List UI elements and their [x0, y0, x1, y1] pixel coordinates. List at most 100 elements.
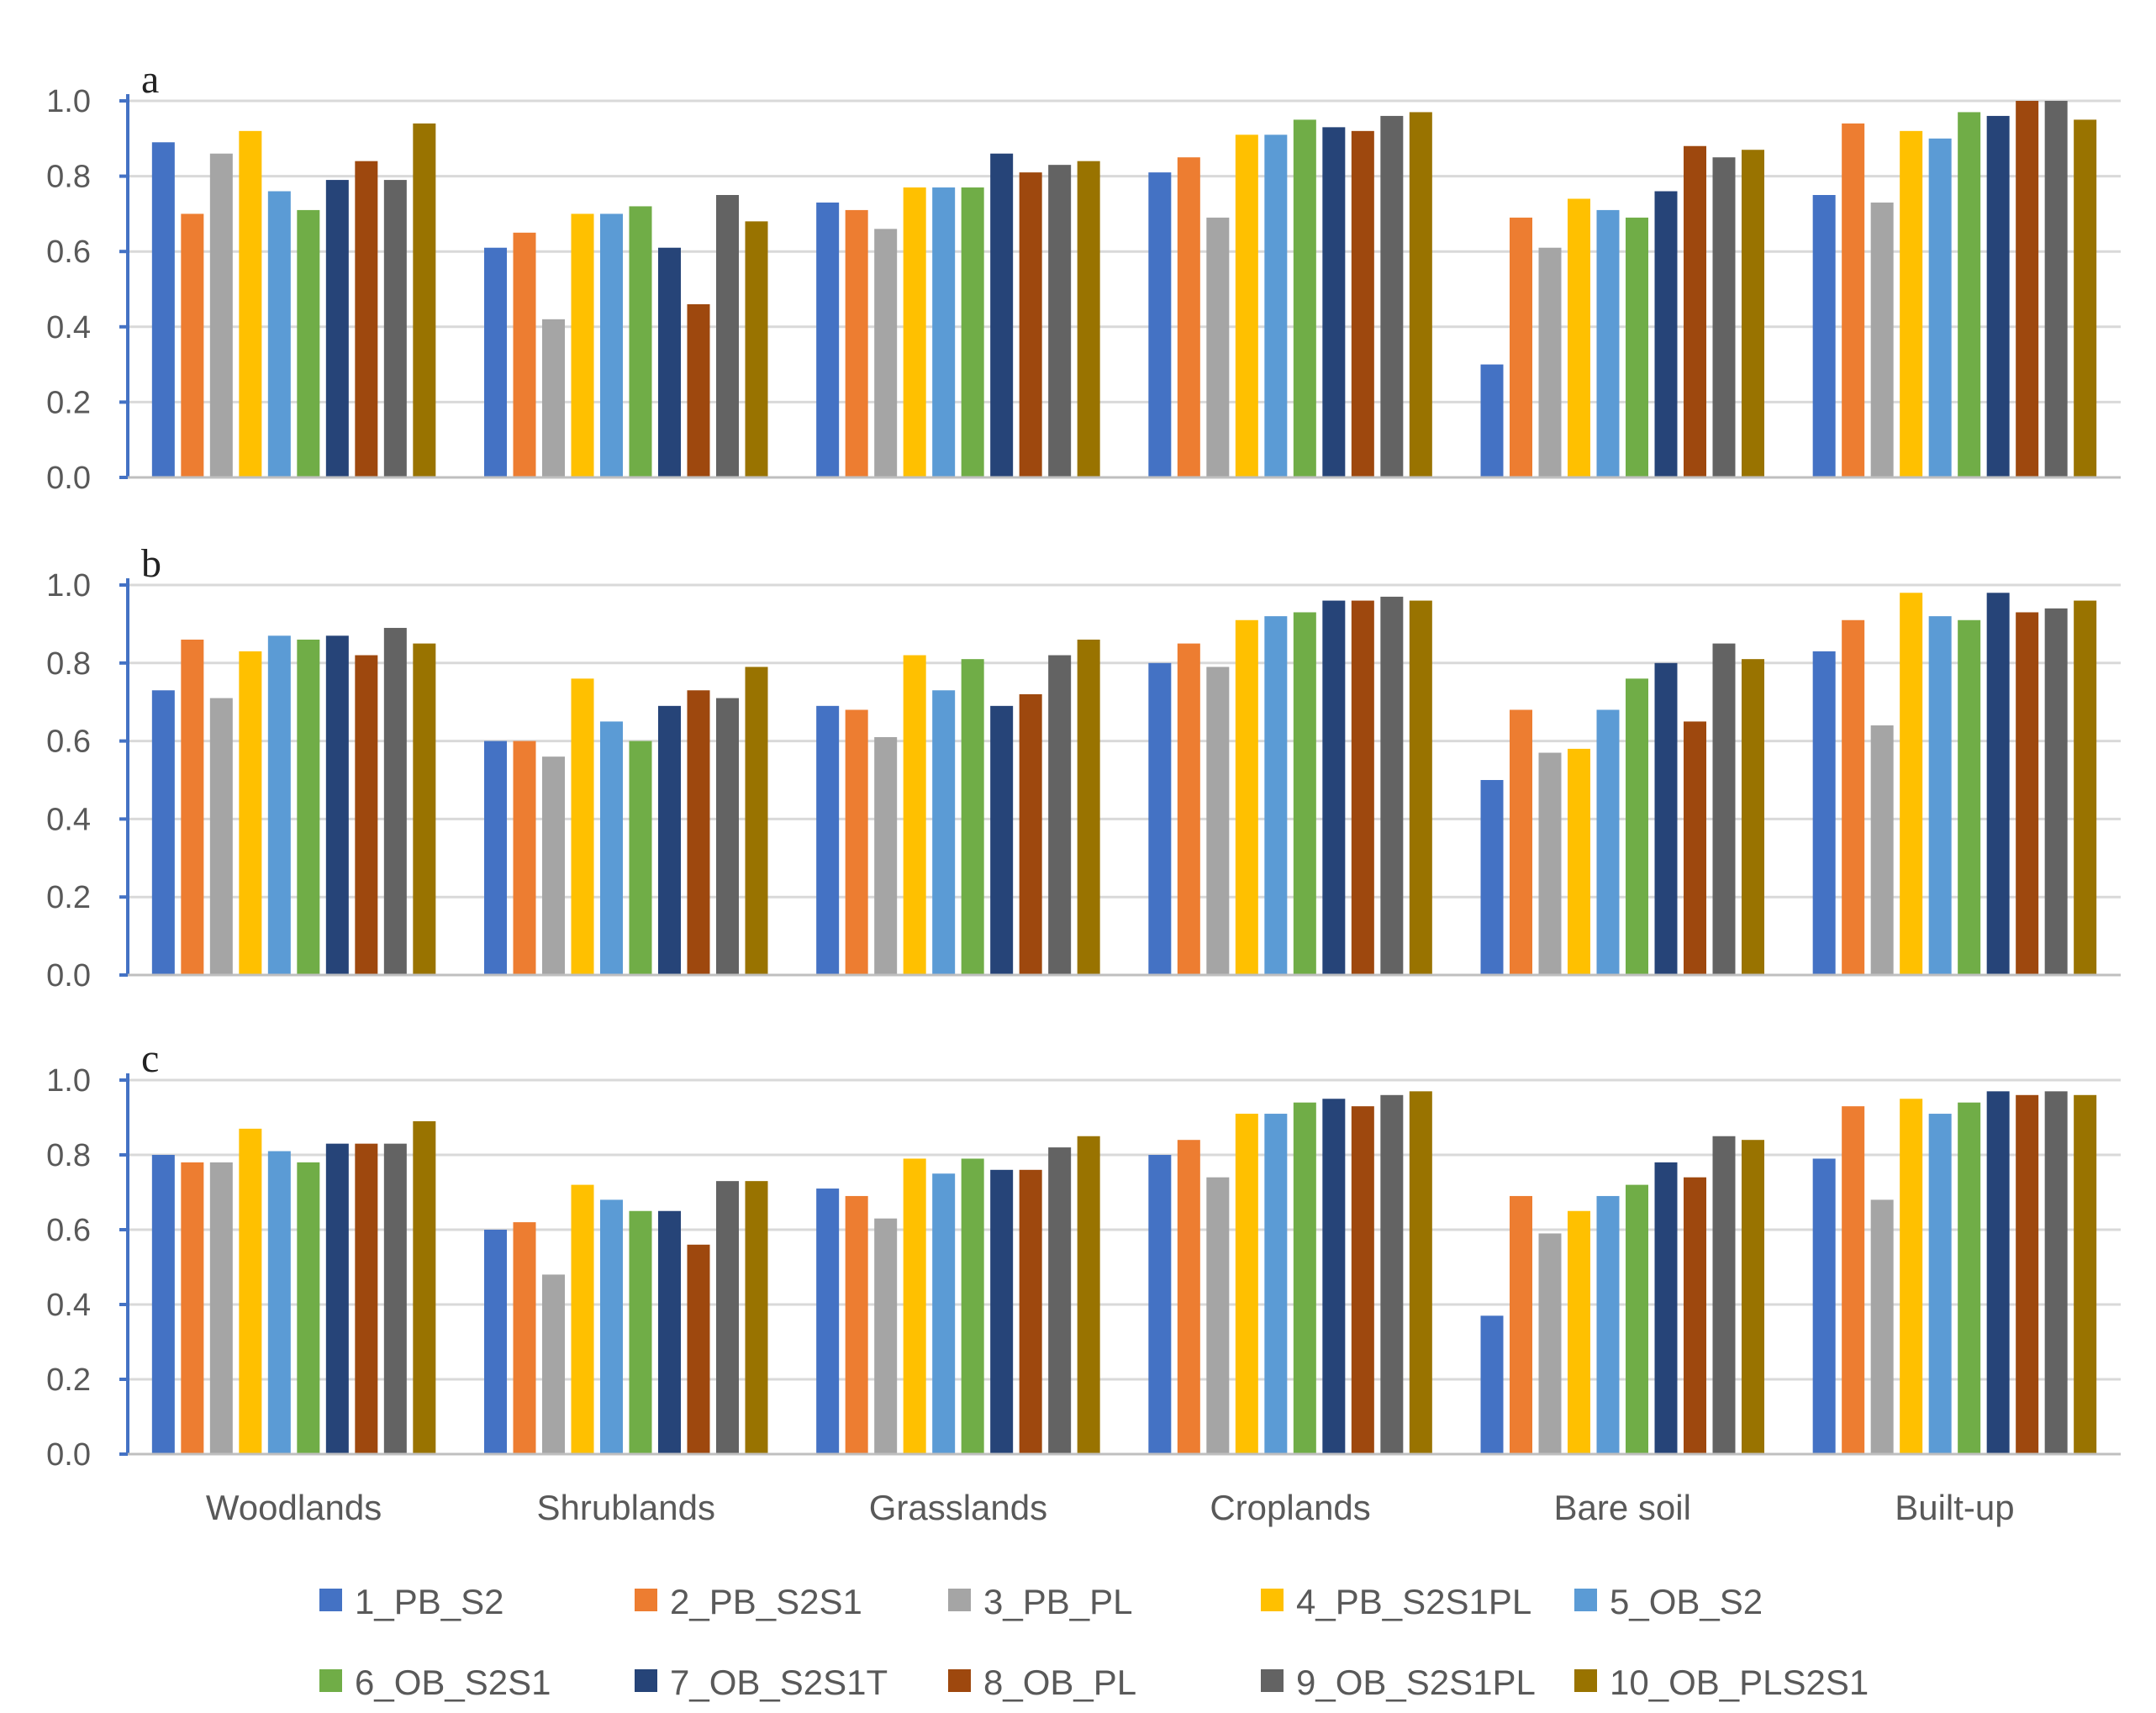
x-tick-label-croplands: Croplands	[1210, 1488, 1370, 1527]
bar-b-built-up-2_PB_S2S1	[1842, 619, 1865, 975]
bar-b-croplands-7_OB_S2S1T	[1322, 600, 1346, 975]
y-tick-label-c-1.0: 1.0	[46, 1063, 91, 1099]
bar-b-woodlands-8_OB_PL	[355, 655, 378, 975]
bar-b-grasslands-1_PB_S2	[816, 705, 840, 975]
bar-c-built-up-6_OB_S2S1	[1958, 1102, 1981, 1454]
bar-a-woodlands-6_OB_S2S1	[297, 209, 320, 478]
bar-b-shrublands-10_OB_PLS2S1	[745, 667, 768, 975]
x-tick-label-bare-soil: Bare soil	[1554, 1488, 1691, 1527]
bar-a-grasslands-2_PB_S2S1	[845, 209, 868, 478]
y-tick-label-b-0.6: 0.6	[46, 725, 91, 760]
y-tick-label-b-1.0: 1.0	[46, 568, 91, 604]
bar-a-shrublands-7_OB_S2S1T	[658, 247, 681, 477]
bar-b-shrublands-9_OB_S2S1PL	[716, 698, 739, 975]
bar-b-bare-soil-2_PB_S2S1	[1510, 709, 1532, 975]
bar-c-built-up-8_OB_PL	[2016, 1094, 2039, 1454]
bar-a-built-up-7_OB_S2S1T	[1986, 115, 2010, 478]
bar-a-bare-soil-7_OB_S2S1T	[1654, 191, 1678, 477]
bar-c-woodlands-3_PB_PL	[209, 1162, 233, 1454]
bar-c-croplands-1_PB_S2	[1148, 1155, 1172, 1454]
bar-b-shrublands-5_OB_S2	[600, 721, 623, 975]
bar-c-shrublands-6_OB_S2S1	[629, 1210, 652, 1454]
bar-c-grasslands-3_PB_PL	[874, 1218, 898, 1454]
bar-a-shrublands-3_PB_PL	[542, 319, 565, 477]
bar-a-bare-soil-10_OB_PLS2S1	[1742, 150, 1764, 478]
bar-b-built-up-10_OB_PLS2S1	[2074, 600, 2097, 975]
bar-a-grasslands-5_OB_S2	[932, 187, 956, 478]
bar-c-grasslands-6_OB_S2S1	[961, 1158, 984, 1454]
bar-c-grasslands-1_PB_S2	[816, 1189, 840, 1454]
bar-c-croplands-8_OB_PL	[1351, 1106, 1374, 1454]
bar-b-built-up-5_OB_S2	[1928, 616, 1952, 975]
legend-swatch-9_OB_S2S1PL	[1261, 1669, 1284, 1692]
bar-a-croplands-3_PB_PL	[1206, 217, 1230, 477]
y-tick-label-c-0.0: 0.0	[46, 1437, 91, 1473]
bar-b-grasslands-6_OB_S2S1	[961, 659, 984, 975]
bar-c-grasslands-5_OB_S2	[932, 1173, 956, 1454]
bar-c-woodlands-5_OB_S2	[267, 1151, 291, 1454]
y-tick-label-b-0.4: 0.4	[46, 802, 91, 837]
bar-a-bare-soil-4_PB_S2S1PL	[1568, 198, 1590, 478]
bar-c-woodlands-6_OB_S2S1	[297, 1162, 320, 1454]
legend-swatch-10_OB_PLS2S1	[1574, 1669, 1597, 1692]
bar-a-woodlands-8_OB_PL	[355, 161, 378, 477]
bar-c-bare-soil-8_OB_PL	[1684, 1177, 1706, 1454]
bar-b-bare-soil-7_OB_S2S1T	[1654, 662, 1678, 975]
bar-b-woodlands-6_OB_S2S1	[297, 639, 320, 975]
bar-c-woodlands-4_PB_S2S1PL	[239, 1128, 262, 1454]
bar-c-croplands-2_PB_S2S1	[1177, 1140, 1200, 1454]
bar-c-bare-soil-1_PB_S2	[1480, 1315, 1504, 1454]
bar-a-woodlands-4_PB_S2S1PL	[239, 130, 262, 477]
bar-b-built-up-8_OB_PL	[2016, 612, 2039, 975]
bar-a-shrublands-1_PB_S2	[484, 247, 507, 477]
bar-a-grasslands-4_PB_S2S1PL	[903, 187, 926, 478]
bar-b-built-up-3_PB_PL	[1870, 725, 1894, 975]
bar-b-bare-soil-5_OB_S2	[1596, 709, 1620, 975]
legend-swatch-5_OB_S2	[1574, 1589, 1597, 1611]
bar-a-bare-soil-2_PB_S2S1	[1510, 217, 1532, 477]
bar-c-croplands-6_OB_S2S1	[1293, 1102, 1316, 1454]
bar-a-woodlands-5_OB_S2	[267, 191, 291, 477]
bar-c-built-up-9_OB_S2S1PL	[2044, 1091, 2068, 1454]
bar-b-grasslands-7_OB_S2S1T	[990, 705, 1014, 975]
bar-c-croplands-4_PB_S2S1PL	[1235, 1114, 1258, 1454]
bar-a-croplands-6_OB_S2S1	[1293, 119, 1316, 477]
bar-b-croplands-3_PB_PL	[1206, 667, 1230, 975]
bar-b-built-up-7_OB_S2S1T	[1986, 593, 2010, 975]
bar-a-built-up-10_OB_PLS2S1	[2074, 119, 2097, 477]
y-tick-label-c-0.4: 0.4	[46, 1288, 91, 1323]
bar-b-croplands-6_OB_S2S1	[1293, 612, 1316, 975]
bar-b-grasslands-9_OB_S2S1PL	[1048, 655, 1072, 975]
bar-c-woodlands-7_OB_S2S1T	[325, 1143, 349, 1454]
bar-c-woodlands-2_PB_S2S1	[181, 1162, 204, 1454]
bar-a-grasslands-1_PB_S2	[816, 202, 840, 477]
legend-label-6_OB_S2S1: 6_OB_S2S1	[355, 1663, 551, 1702]
bar-b-shrublands-2_PB_S2S1	[513, 741, 536, 975]
bar-a-croplands-10_OB_PLS2S1	[1409, 112, 1432, 477]
bar-a-built-up-3_PB_PL	[1870, 202, 1894, 477]
legend-label-3_PB_PL: 3_PB_PL	[983, 1582, 1132, 1621]
bar-b-grasslands-5_OB_S2	[932, 690, 956, 975]
bar-c-shrublands-5_OB_S2	[600, 1199, 623, 1454]
bar-a-grasslands-3_PB_PL	[874, 229, 898, 477]
bar-a-woodlands-7_OB_S2S1T	[325, 180, 349, 477]
bar-b-shrublands-3_PB_PL	[542, 756, 565, 975]
bar-a-croplands-7_OB_S2S1T	[1322, 127, 1346, 478]
bar-b-woodlands-5_OB_S2	[267, 635, 291, 975]
bar-b-woodlands-2_PB_S2S1	[181, 639, 204, 975]
bar-a-bare-soil-9_OB_S2S1PL	[1712, 157, 1736, 477]
bar-b-bare-soil-9_OB_S2S1PL	[1712, 643, 1736, 975]
bar-c-built-up-3_PB_PL	[1870, 1199, 1894, 1454]
bar-a-croplands-1_PB_S2	[1148, 172, 1172, 477]
bar-a-croplands-9_OB_S2S1PL	[1380, 115, 1404, 478]
bar-a-built-up-8_OB_PL	[2016, 101, 2039, 477]
bar-c-croplands-3_PB_PL	[1206, 1177, 1230, 1454]
bar-a-shrublands-10_OB_PLS2S1	[745, 221, 768, 477]
bar-c-shrublands-7_OB_S2S1T	[658, 1210, 681, 1454]
bar-c-built-up-7_OB_S2S1T	[1986, 1091, 2010, 1454]
bar-b-shrublands-8_OB_PL	[687, 690, 710, 975]
bar-c-grasslands-2_PB_S2S1	[845, 1195, 868, 1454]
bar-a-built-up-4_PB_S2S1PL	[1900, 130, 1923, 477]
